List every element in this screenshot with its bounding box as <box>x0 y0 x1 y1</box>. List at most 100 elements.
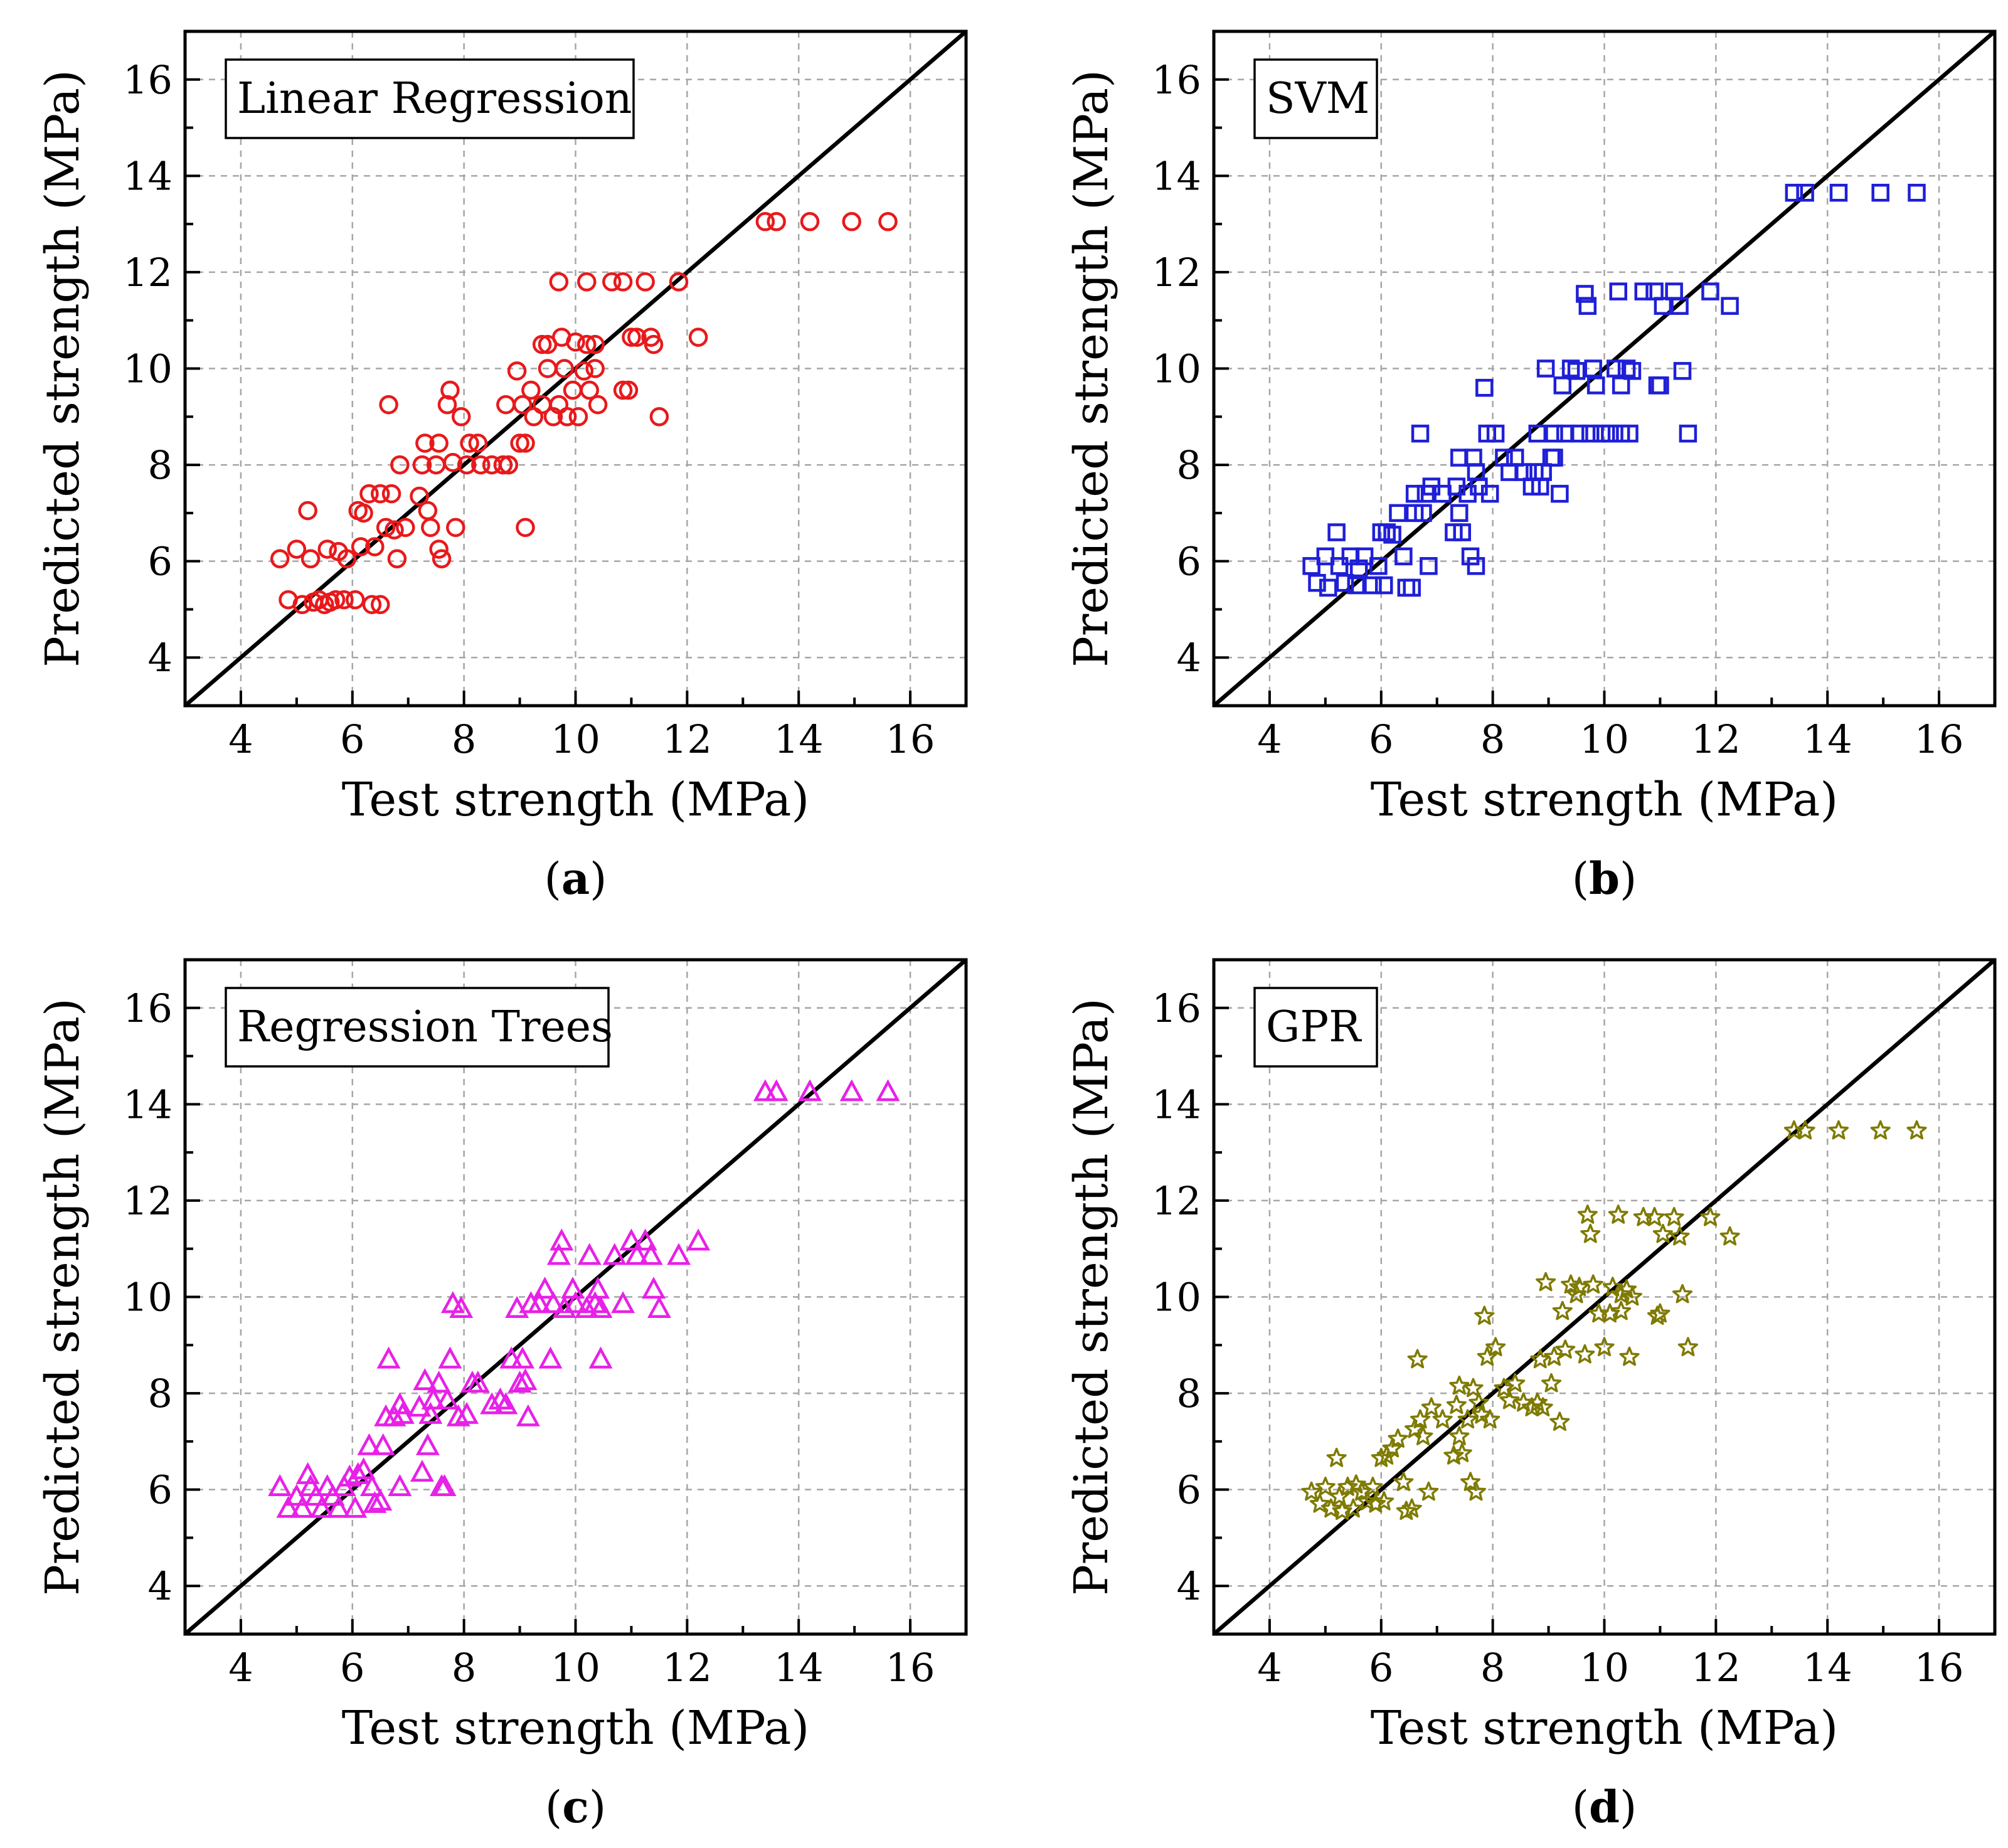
data-point <box>427 1370 451 1393</box>
data-point <box>516 518 535 538</box>
y-tick-label: 16 <box>123 57 173 103</box>
data-point <box>574 361 594 381</box>
axis-ticks <box>184 959 967 1635</box>
data-point <box>1343 1498 1364 1518</box>
data-point <box>1871 183 1889 202</box>
data-point <box>1480 1409 1501 1429</box>
data-point <box>588 395 608 415</box>
reference-line-y-equals-x <box>1212 29 1997 708</box>
data-point <box>1319 578 1337 597</box>
data-point <box>388 1474 412 1497</box>
data-point <box>1316 547 1335 566</box>
data-point <box>298 501 317 521</box>
data-point <box>586 1277 610 1299</box>
panel-caption: (a) <box>544 852 607 905</box>
data-point <box>1620 424 1639 443</box>
data-point <box>842 212 861 231</box>
data-points <box>1301 1120 1927 1521</box>
axis-ticks <box>1213 30 1996 707</box>
y-tick-label: 8 <box>1177 442 1201 488</box>
data-point <box>541 1291 565 1314</box>
data-point <box>566 332 585 352</box>
data-point <box>1329 1486 1350 1506</box>
panel-caption: (b) <box>1572 852 1637 905</box>
data-point <box>1795 1120 1815 1140</box>
data-point <box>1477 1346 1497 1366</box>
data-point <box>1499 1389 1520 1410</box>
data-point <box>550 1228 574 1251</box>
x-tick-label: 10 <box>551 716 600 762</box>
data-point <box>1467 557 1485 575</box>
data-point <box>292 595 312 614</box>
data-point <box>1617 359 1636 378</box>
data-point <box>357 1433 381 1455</box>
method-label-box: Regression Trees <box>225 987 613 1068</box>
data-point <box>1407 1349 1428 1369</box>
x-tick-label: 6 <box>340 716 364 762</box>
data-point <box>1581 424 1600 443</box>
data-point <box>381 484 401 504</box>
data-point <box>1583 1274 1603 1294</box>
data-point <box>1309 1493 1330 1513</box>
data-point <box>516 1404 540 1426</box>
y-tick-label: 8 <box>148 442 173 488</box>
data-point <box>563 1291 588 1314</box>
data-point <box>585 359 605 378</box>
data-point <box>585 334 605 354</box>
data-point <box>1671 297 1689 315</box>
data-point <box>1457 1409 1478 1429</box>
data-point <box>432 1474 457 1497</box>
caption-close-paren: ) <box>590 853 607 905</box>
y-tick-label: 8 <box>1177 1371 1201 1416</box>
data-point <box>1555 1339 1576 1359</box>
data-point <box>1301 1481 1322 1501</box>
method-label-box: GPR <box>1253 987 1378 1068</box>
data-point <box>460 433 479 453</box>
data-point <box>387 549 407 569</box>
data-point <box>270 549 290 569</box>
data-point <box>1403 578 1421 597</box>
y-tick-label: 12 <box>123 1178 173 1224</box>
data-point <box>1414 504 1432 523</box>
data-point <box>1474 1305 1495 1325</box>
x-tick-label: 14 <box>1803 716 1852 762</box>
y-tick-label: 14 <box>1152 1081 1201 1127</box>
data-point <box>1411 424 1430 443</box>
data-point <box>1452 1443 1472 1462</box>
data-point <box>1453 523 1471 541</box>
data-point <box>1485 1337 1506 1357</box>
data-point <box>359 484 379 504</box>
data-point <box>1460 1472 1481 1492</box>
panel-regression-trees: 4 6 8 10 12 14 16 4 6 8 10 12 14 16 Test strength (MPa… <box>36 958 968 1833</box>
data-point <box>1545 424 1563 443</box>
data-point <box>1443 1445 1464 1465</box>
data-point <box>1393 1472 1414 1492</box>
data-point <box>588 1346 613 1369</box>
data-point <box>1465 1481 1486 1501</box>
x-tick-label: 14 <box>1803 1645 1852 1691</box>
data-point <box>1785 183 1803 202</box>
data-point <box>1389 504 1407 523</box>
data-point <box>1586 376 1605 395</box>
x-tick-label: 4 <box>228 716 253 762</box>
data-point <box>415 433 435 453</box>
data-point <box>1719 1226 1740 1246</box>
y-tick-label: 16 <box>1152 985 1201 1031</box>
x-tick-label: 10 <box>1580 1645 1629 1691</box>
data-point <box>268 1474 292 1497</box>
data-point <box>1611 1300 1632 1320</box>
data-point <box>1432 1409 1453 1429</box>
data-point <box>1536 359 1555 378</box>
data-point <box>468 433 488 453</box>
data-point <box>326 1495 351 1518</box>
data-point <box>346 1462 370 1484</box>
data-point <box>878 212 898 231</box>
data-point <box>455 1401 479 1424</box>
data-point <box>1578 297 1597 315</box>
x-axis-title: Test strength (MPa) <box>342 773 810 827</box>
y-tick-label: 10 <box>123 1275 173 1320</box>
gridlines <box>185 31 966 706</box>
axis-ticks <box>1213 959 1996 1635</box>
data-point <box>876 1079 900 1102</box>
data-point <box>1622 1286 1642 1306</box>
